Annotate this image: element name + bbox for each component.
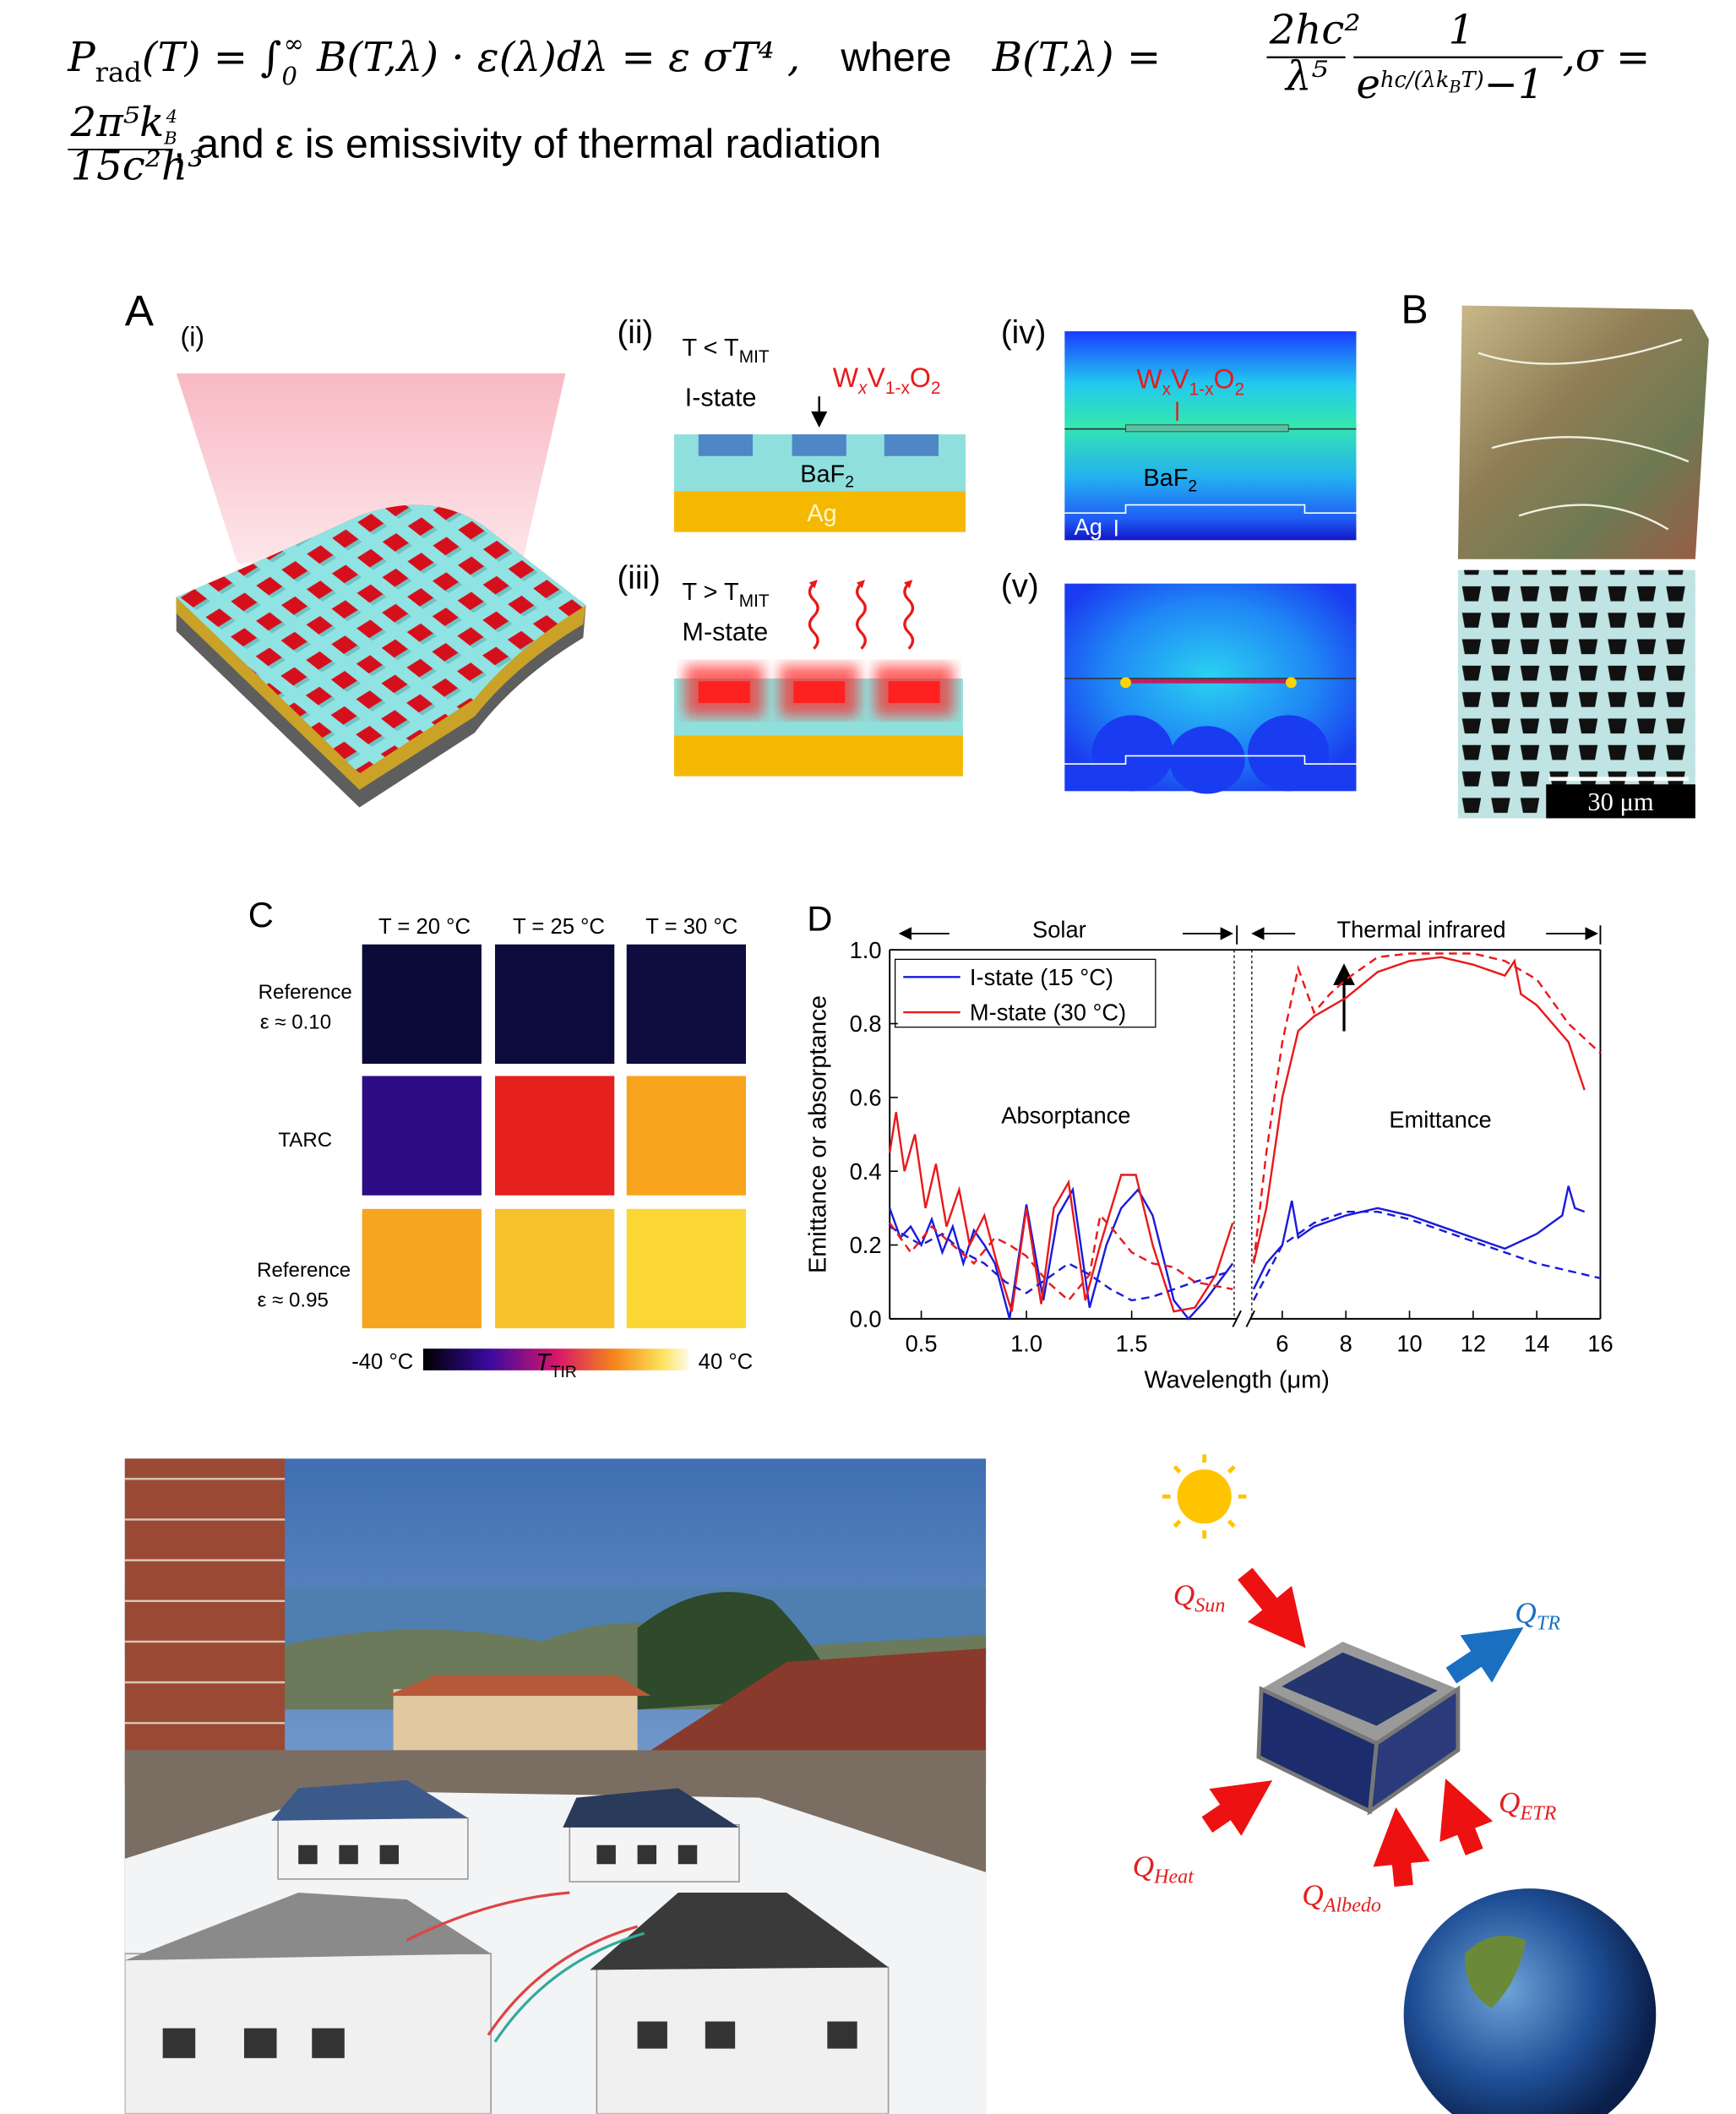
fraction-numerator: 2hc²	[1269, 7, 1361, 54]
material-label: WxV1-xO2	[833, 362, 941, 398]
thermal-tile	[495, 1076, 614, 1195]
annotation: Absorptance	[1001, 1103, 1130, 1129]
flux-label: QETR	[1499, 1786, 1557, 1824]
x-tick-label: 6	[1276, 1330, 1288, 1356]
field-low	[1169, 726, 1245, 793]
y-tick-label: 0.6	[850, 1084, 882, 1110]
state-label: I-state	[685, 383, 757, 411]
x-tick-label: 8	[1340, 1330, 1352, 1356]
sub-label: (v)	[1001, 569, 1039, 605]
equation-line1: Prad(T) = ∫0∞ B(T,λ) · ε(λ)dλ = ε σT⁴ ,w…	[67, 29, 1161, 90]
panel-label: B	[1401, 286, 1428, 332]
vo2-pad	[884, 434, 939, 456]
x-tick-label: 1.0	[1010, 1330, 1042, 1356]
thermal-grid	[362, 945, 746, 1328]
column-label: T = 25 °C	[513, 915, 605, 939]
thermal-tile	[362, 1209, 482, 1328]
panel-label: A	[125, 286, 155, 335]
hot-pads	[685, 665, 954, 716]
thermal-tile	[495, 1209, 614, 1328]
x-tick-label: 14	[1524, 1330, 1549, 1356]
thermal-tile	[627, 945, 746, 1064]
fraction-numerator: 1	[1449, 7, 1475, 54]
region-label: Solar	[1032, 917, 1086, 943]
row-label: Reference	[258, 981, 352, 1004]
y-axis-label: Emittance or absorptance	[805, 995, 832, 1273]
hotspot	[1120, 677, 1131, 688]
field-low	[1091, 715, 1173, 791]
state-label: M-state	[683, 618, 769, 646]
colorbar-max: 40 °C	[699, 1350, 754, 1374]
thermal-tile	[362, 1076, 482, 1195]
row-label: Reference	[257, 1259, 351, 1282]
y-tick-label: 0.8	[850, 1011, 882, 1037]
layer-label: Ag	[807, 500, 836, 527]
sub-label: (i)	[181, 322, 205, 352]
row-label: ε ≈ 0.95	[258, 1289, 329, 1311]
x-tick-label: 16	[1587, 1330, 1613, 1356]
flux-label: QTR	[1515, 1596, 1560, 1634]
sub-label: (ii)	[617, 315, 653, 351]
panel-label: C	[248, 895, 274, 934]
equation-sigma: ,σ =	[1563, 34, 1651, 81]
figure: Prad(T) = ∫0∞ B(T,λ) · ε(λ)dλ = ε σT⁴ ,w…	[0, 0, 1736, 2114]
flux-label: QSun	[1173, 1579, 1226, 1617]
emission-waves	[809, 584, 912, 649]
x-tick-label: 10	[1396, 1330, 1422, 1356]
x-tick-label: 0.5	[906, 1330, 938, 1356]
field-map	[1064, 331, 1356, 540]
page: Prad(T) = ∫0∞ B(T,λ) · ε(λ)dλ = ε σT⁴ ,w…	[0, 0, 1736, 2114]
column-label: T = 30 °C	[645, 915, 737, 939]
y-tick-label: 0.4	[850, 1158, 882, 1185]
row-label: TARC	[278, 1129, 332, 1152]
sub-label: (iii)	[617, 560, 660, 597]
rooftop-photo	[125, 1458, 986, 2113]
thermal-tile	[627, 1076, 746, 1195]
y-tick-label: 0.0	[850, 1305, 882, 1332]
colorbar-min: -40 °C	[351, 1350, 413, 1374]
equation-text: , and ε is emissivity of thermal radiati…	[174, 122, 882, 167]
legend-label: M-state (30 °C)	[970, 1000, 1126, 1026]
series-line	[890, 1212, 1600, 1300]
legend-label: I-state (15 °C)	[970, 964, 1113, 990]
y-tick-label: 0.2	[850, 1232, 882, 1258]
layer-label: Ag	[1075, 514, 1102, 540]
thermal-tile	[495, 945, 614, 1064]
field-low	[1248, 715, 1329, 791]
earth	[1404, 1888, 1657, 2114]
micrograph	[1458, 570, 1695, 819]
x-tick-label: 12	[1461, 1330, 1486, 1356]
thermal-tile	[627, 1209, 746, 1328]
vo2-pad	[792, 434, 846, 456]
fraction-denominator: ehc/(λkBT)−1	[1356, 61, 1543, 108]
sun	[1162, 1454, 1247, 1539]
column-label: T = 20 °C	[378, 915, 471, 939]
thermal-tile	[362, 945, 482, 1064]
sub-label: (iv)	[1001, 315, 1046, 351]
condition: T < TMIT	[683, 335, 770, 367]
x-axis-label: Wavelength (μm)	[1145, 1367, 1330, 1394]
row-label: ε ≈ 0.10	[260, 1011, 331, 1033]
x-tick-label: 1.5	[1116, 1330, 1148, 1356]
fraction-numerator: 2π⁵kB4	[69, 99, 177, 149]
vo2-film	[1126, 425, 1289, 432]
annotation: Emittance	[1389, 1106, 1491, 1132]
flux-label: QAlbedo	[1302, 1878, 1381, 1916]
panel-label: D	[807, 899, 832, 939]
ag-layer	[674, 736, 963, 776]
fraction-denominator: λ⁵	[1284, 52, 1328, 100]
region-label: Thermal infrared	[1336, 917, 1505, 943]
scale-label: 30 μm	[1587, 787, 1653, 816]
cube-satellite	[1259, 1642, 1458, 1812]
y-tick-label: 1.0	[850, 937, 882, 963]
flux-label: QHeat	[1133, 1850, 1195, 1888]
condition: T > TMIT	[683, 579, 770, 611]
hotspot	[1286, 677, 1297, 688]
vo2-pad	[699, 434, 753, 456]
